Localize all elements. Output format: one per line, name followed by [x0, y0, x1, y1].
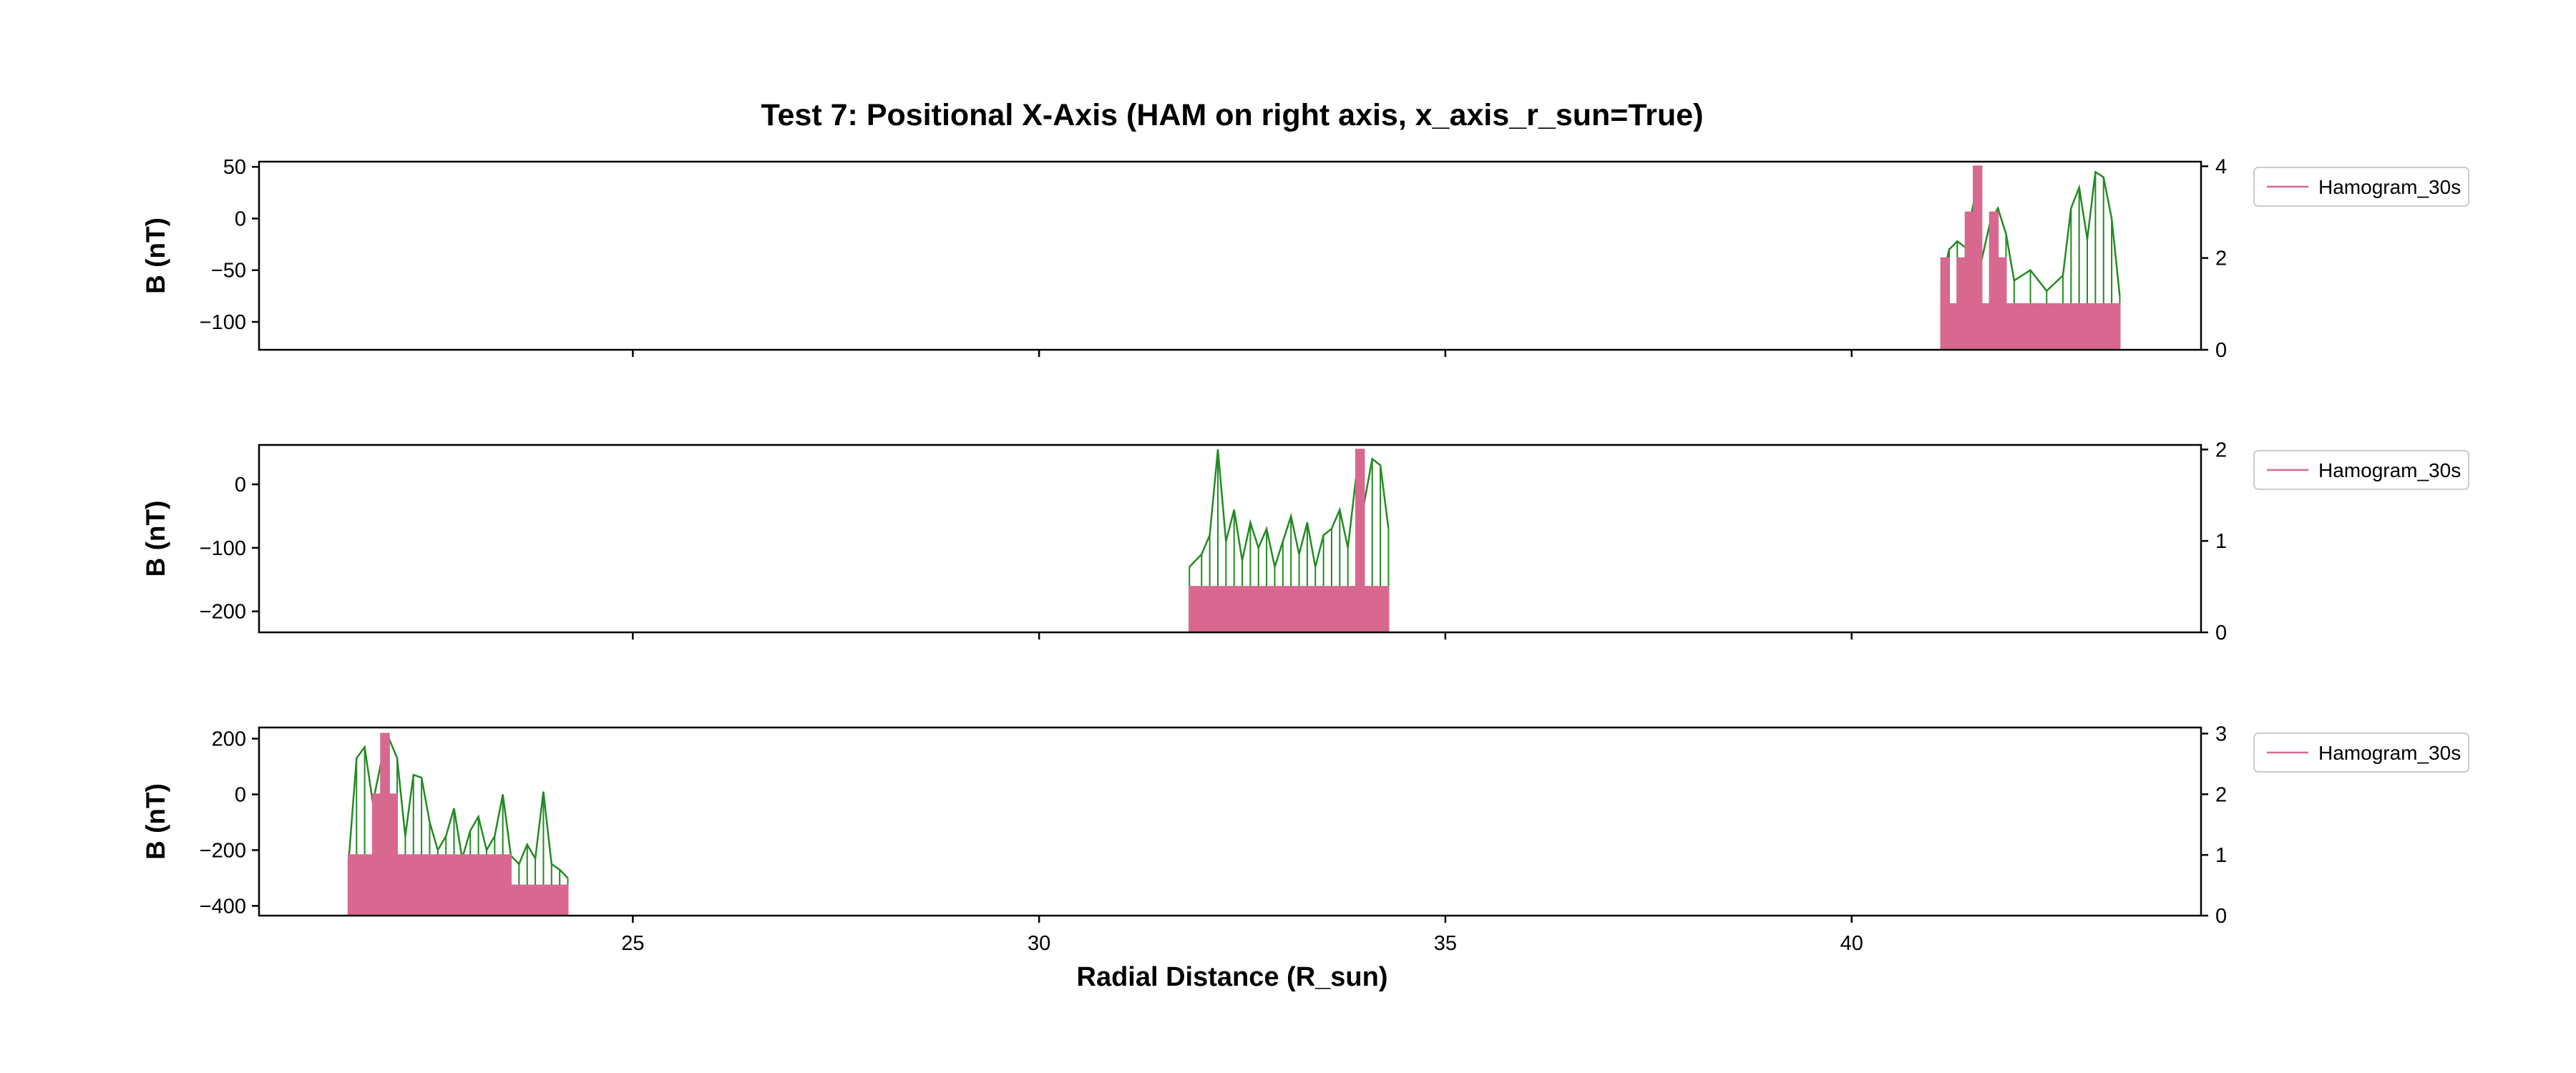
- y-tick-label: 0: [235, 474, 246, 496]
- axes-frame: [258, 160, 2202, 351]
- y-right-tick-label: 2: [2215, 438, 2227, 461]
- y-right-tick-label: 4: [2215, 155, 2227, 178]
- y-axis-label: B (nT): [141, 783, 170, 860]
- chart-title: Test 7: Positional X-Axis (HAM on right …: [761, 98, 1703, 132]
- x-tick-label: 30: [1028, 932, 1050, 955]
- y-right-tick-label: 1: [2215, 844, 2227, 867]
- y-tick-label: 50: [223, 156, 246, 179]
- legend: Hamogram_30s: [2253, 450, 2469, 490]
- plot-area: [347, 733, 569, 916]
- y-right-tick-label: 1: [2215, 530, 2227, 553]
- y-tick-label: −50: [211, 260, 246, 283]
- legend-label: Hamogram_30s: [2318, 176, 2461, 198]
- y-tick-label: −200: [200, 601, 246, 624]
- y-right-tick-label: 2: [2215, 783, 2227, 806]
- y-axis-label: B (nT): [141, 501, 170, 577]
- panel-1: 50 0 −50 −100 4 2 0 B (nT) Hamogram_30s: [141, 155, 2469, 362]
- y-tick-label: −100: [200, 311, 246, 334]
- ham-series-area: [1189, 449, 1390, 632]
- y-right-tick-label: 3: [2215, 722, 2227, 745]
- axes-frame: [258, 726, 2202, 917]
- x-axis-label: Radial Distance (R_sun): [1077, 962, 1388, 992]
- panel-3: 200 0 −200 −400 3 2 1 0 25 30 35 40 B (nT) Hamogram_3…: [141, 722, 2469, 955]
- y-right-tick-label: 0: [2215, 905, 2227, 928]
- panels: 50 0 −50 −100 4 2 0 B (nT) Hamogram_30s 0 −100 −200…: [141, 155, 2469, 955]
- legend-label: Hamogram_30s: [2318, 459, 2461, 481]
- y-tick-label: −100: [200, 537, 246, 560]
- panel-2: 0 −100 −200 2 1 0 B (nT) Hamogram_30s: [141, 438, 2469, 645]
- y-right-tick-label: 2: [2215, 248, 2227, 270]
- x-tick-label: 40: [1840, 932, 1863, 955]
- legend-box: [2253, 450, 2469, 490]
- y-tick-label: −400: [200, 895, 246, 918]
- y-right-tick-label: 0: [2215, 622, 2227, 645]
- ham-series-area: [1940, 165, 2121, 350]
- legend-box: [2253, 167, 2469, 207]
- y-tick-label: −200: [200, 839, 246, 862]
- legend: Hamogram_30s: [2253, 733, 2469, 773]
- legend-label: Hamogram_30s: [2318, 742, 2461, 764]
- legend: Hamogram_30s: [2253, 167, 2469, 207]
- plot-area: [1189, 449, 1390, 632]
- ham-series-area: [347, 733, 569, 916]
- y-tick-label: 0: [235, 784, 246, 807]
- axes-frame: [258, 444, 2202, 634]
- y-tick-label: 200: [212, 728, 246, 751]
- y-axis-label: B (nT): [141, 217, 170, 294]
- y-tick-label: 0: [235, 207, 246, 230]
- x-tick-label: 35: [1434, 932, 1457, 955]
- x-tick-label: 25: [621, 932, 644, 955]
- plot-area: [1940, 165, 2121, 350]
- legend-box: [2253, 733, 2469, 773]
- y-right-tick-label: 0: [2215, 339, 2227, 362]
